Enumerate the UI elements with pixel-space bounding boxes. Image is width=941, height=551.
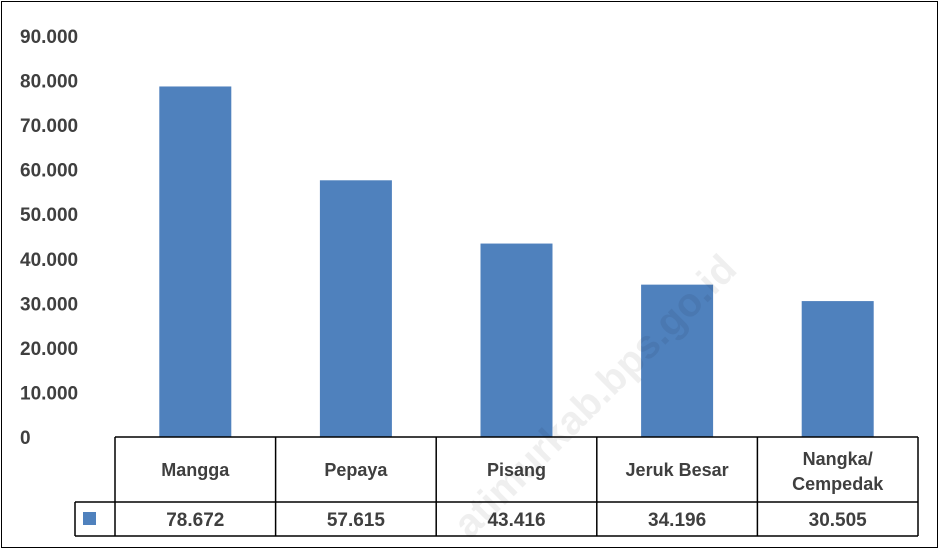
bar-pepaya	[319, 180, 392, 438]
y-tick-label: 80.000	[20, 72, 78, 93]
value-label: 57.615	[327, 510, 386, 531]
category-label: Mangga	[161, 460, 230, 480]
bar-mangga	[159, 86, 232, 437]
y-tick-label: 20.000	[20, 339, 78, 360]
y-tick-label: 0	[20, 428, 31, 449]
y-tick-label: 10.000	[20, 383, 78, 404]
y-tick-label: 90.000	[20, 27, 78, 48]
category-label: Pepaya	[324, 460, 388, 480]
bars	[159, 86, 874, 438]
category-label: Pisang	[487, 460, 546, 480]
legend-key	[83, 512, 96, 525]
value-label: 43.416	[487, 510, 545, 531]
y-tick-label: 60.000	[20, 161, 78, 182]
bar-pisang	[480, 243, 553, 437]
bar-nangka-cempedak	[801, 301, 874, 437]
value-label: 78.672	[166, 510, 224, 531]
y-tick-label: 40.000	[20, 250, 78, 271]
bar-jeruk-besar	[641, 284, 714, 437]
y-tick-label: 50.000	[20, 205, 78, 226]
value-label: 34.196	[648, 510, 706, 531]
category-label: Nangka/Cempedak	[792, 449, 884, 494]
category-label: Jeruk Besar	[626, 460, 729, 480]
y-tick-label: 30.000	[20, 294, 78, 315]
data-table: Mangga Pepaya Pisang Jeruk Besar Nangka/Cemp…	[74, 436, 919, 537]
y-tick-label: 70.000	[20, 116, 78, 137]
y-axis-ticks: 0 10.000 20.000 30.000 40.000 50.000 60.000 70.…	[20, 27, 78, 449]
value-label: 30.505	[809, 510, 868, 531]
